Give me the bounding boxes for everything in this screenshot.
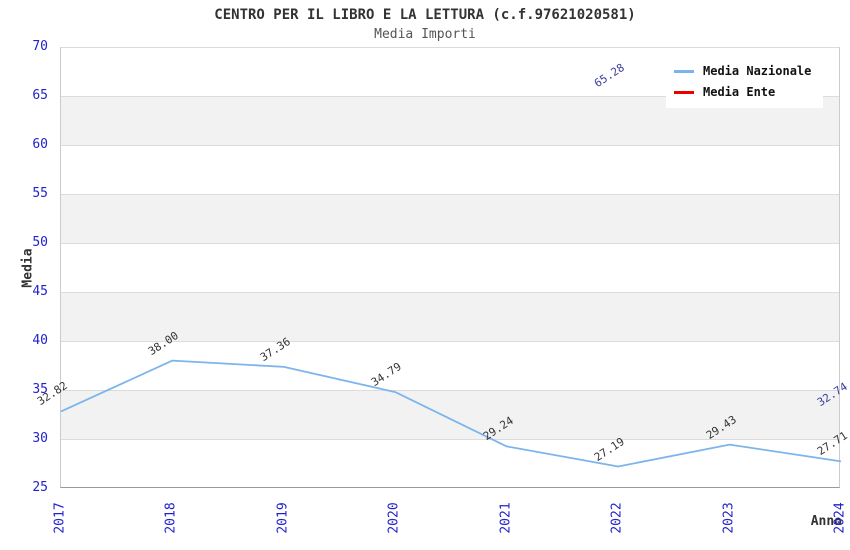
x-tick-label: 2019 <box>275 502 291 534</box>
x-tick-label: 2018 <box>163 502 179 534</box>
y-tick-label: 50 <box>32 235 48 250</box>
y-tick-label: 55 <box>32 186 48 201</box>
legend-label: Media Nazionale <box>703 64 812 78</box>
legend-swatch-media-ente <box>674 90 694 94</box>
legend-item-media-nazionale: Media Nazionale <box>674 63 811 79</box>
legend-swatch-media-nazionale <box>674 69 694 73</box>
series-line-media-nazionale <box>60 359 842 468</box>
y-tick-label: 40 <box>32 333 48 348</box>
y-tick-label: 25 <box>32 480 48 495</box>
x-tick-label: 2022 <box>609 502 625 534</box>
y-tick-label: 60 <box>32 137 48 152</box>
y-axis-title: Media <box>20 248 36 288</box>
chart-subtitle: Media Importi <box>374 27 476 42</box>
x-tick-label: 2021 <box>498 502 514 534</box>
x-tick-label: 2017 <box>52 502 68 534</box>
y-tick-label: 30 <box>32 431 48 446</box>
y-tick-label: 65 <box>32 88 48 103</box>
line-series-layer <box>60 359 842 468</box>
x-tick-label: 2020 <box>386 502 402 534</box>
plot-area: 32.82 38.00 37.36 34.79 29.24 27.19 29.43 27.71… <box>35 47 850 488</box>
chart-title: CENTRO PER IL LIBRO E LA LETTURA (c.f.97… <box>214 7 636 23</box>
x-tick-label: 2023 <box>721 502 737 534</box>
x-tick-label: 2024 <box>832 502 848 534</box>
x-axis-title: Anno <box>810 514 842 529</box>
y-tick-label: 70 <box>32 39 48 54</box>
y-tick-label: 45 <box>32 284 48 299</box>
legend: Media Nazionale Media Ente <box>666 56 824 108</box>
y-tick-label: 35 <box>32 382 48 397</box>
legend-item-media-ente: Media Ente <box>674 84 811 100</box>
legend-label: Media Ente <box>703 85 776 99</box>
